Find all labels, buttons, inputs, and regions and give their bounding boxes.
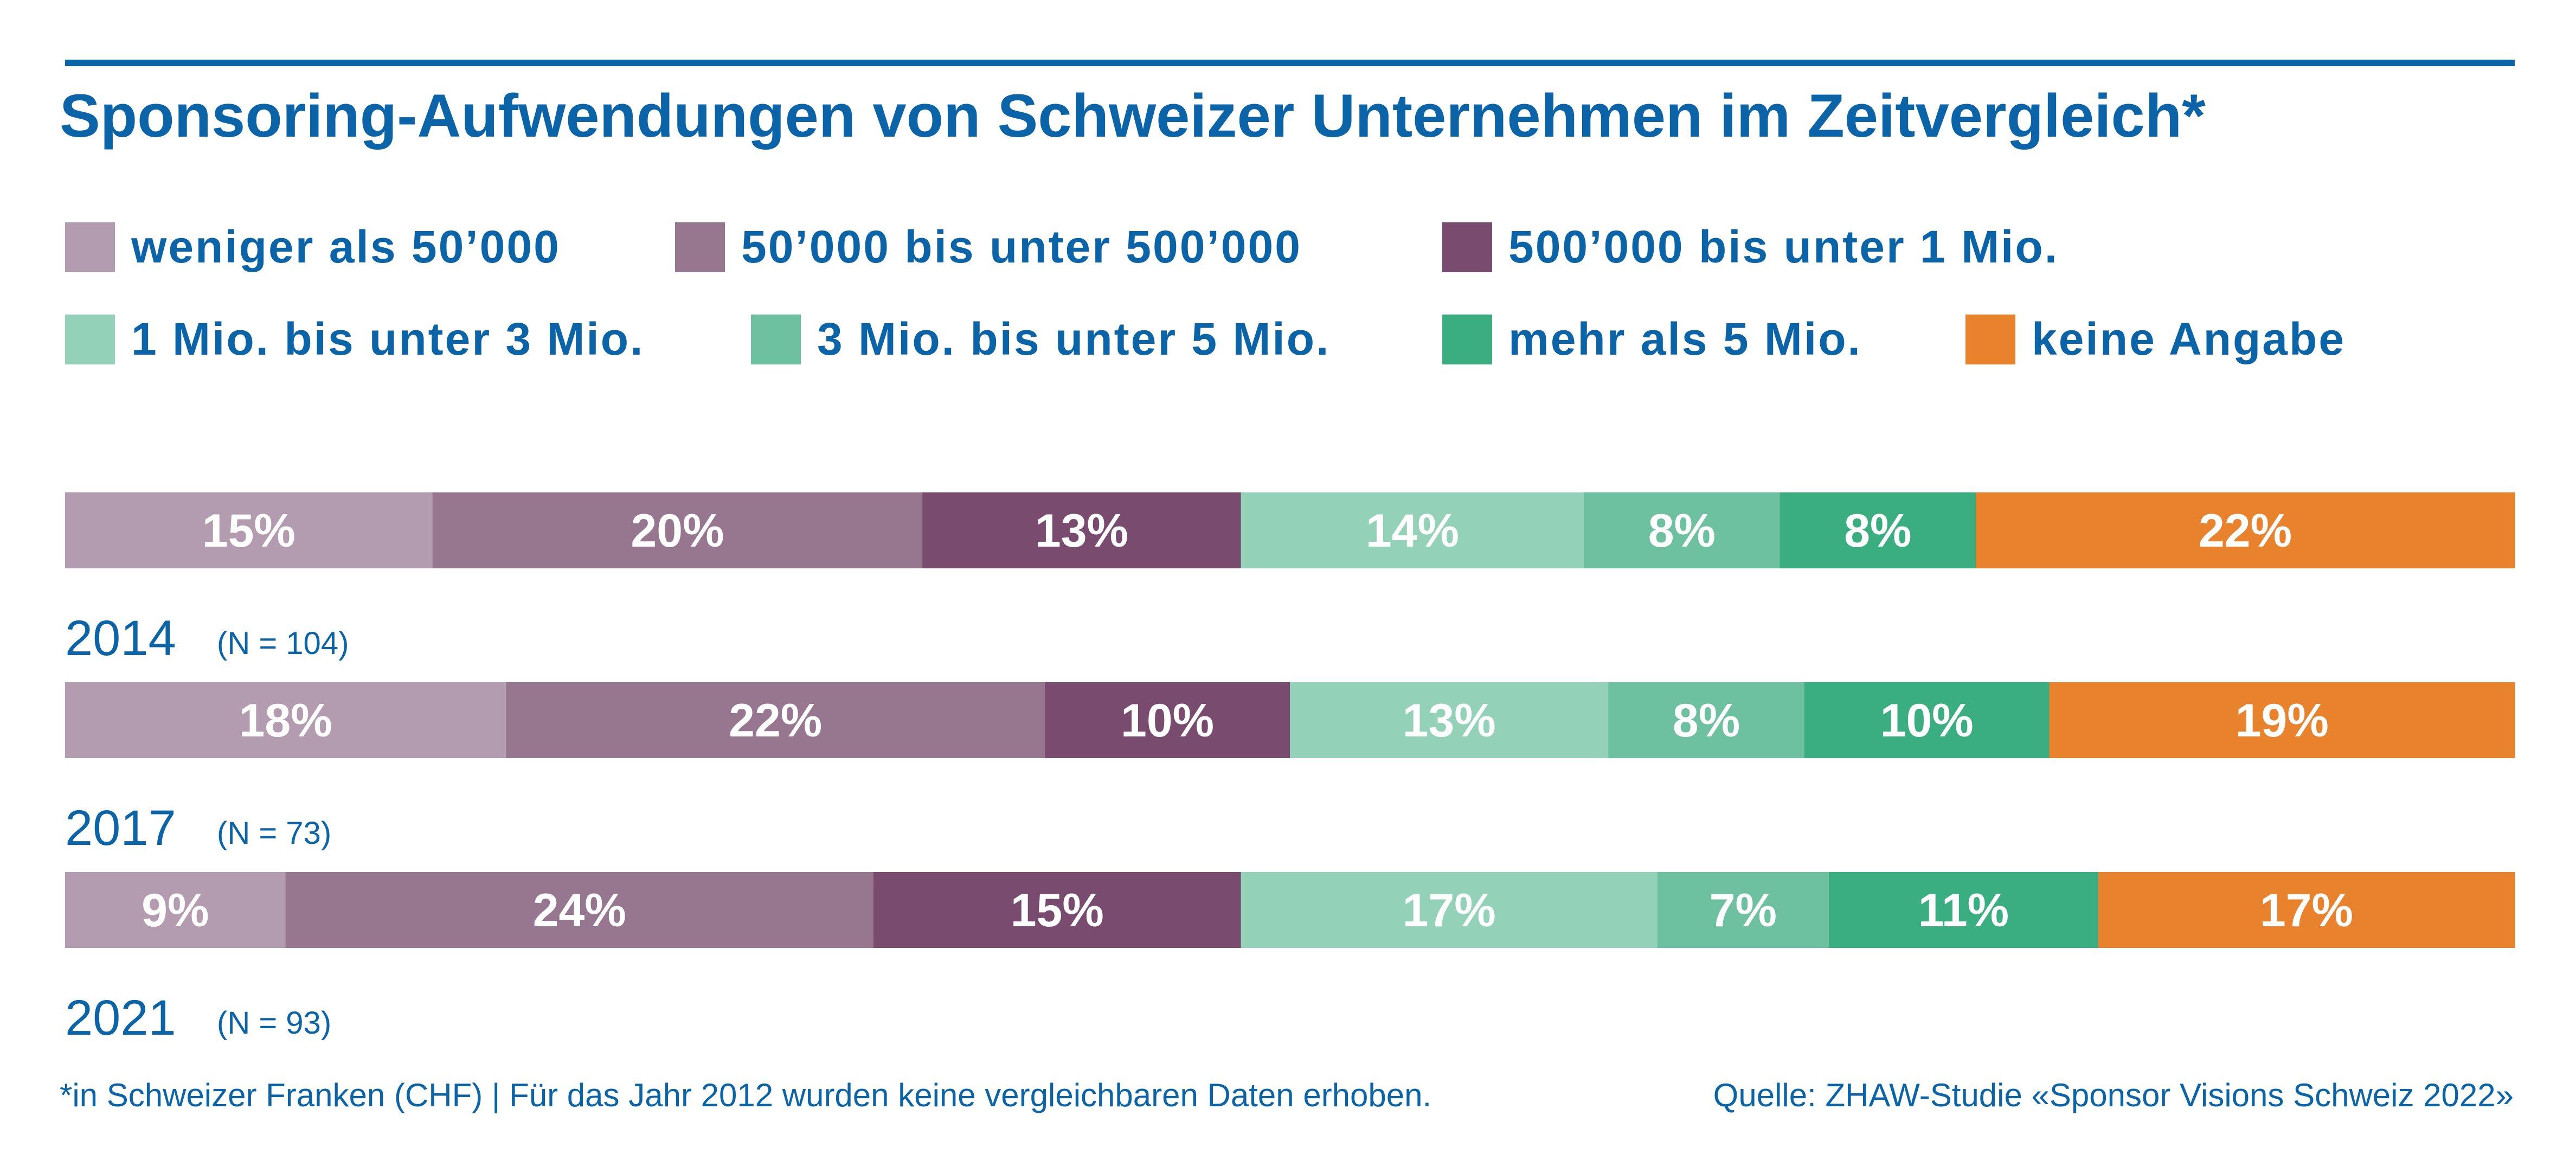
bar-segment-2021-keine-angabe [2098,872,2515,948]
legend-swatch [1442,315,1492,364]
data-label: 17% [1403,884,1496,937]
footnote: *in Schweizer Franken (CHF) | Für das Ja… [60,1077,1431,1113]
data-label: 15% [1011,884,1104,937]
data-label: 19% [2235,695,2329,747]
data-label: 13% [1403,695,1496,747]
legend: weniger als 50’000 50’000 bis unter 500’0… [65,221,2346,364]
bar-segment-2021-weniger-als-50-000 [65,872,286,948]
legend-label: 1 Mio. bis unter 3 Mio. [131,313,644,364]
data-label: 9% [142,884,209,937]
bar-segment-2017-mehr-als-5-mio [1804,682,2050,758]
data-label: 18% [239,695,332,747]
sample-size-label: (N = 104) [217,626,349,661]
bar-row-2017: 18% 22% 10% 13% 8% 10% 19% 2017 (N = 73) [65,682,2515,856]
bar-segment-2014-50-000-bis-unter-500-000 [432,492,923,568]
legend-label: 500’000 bis unter 1 Mio. [1508,221,2059,272]
legend-label: keine Angabe [2032,313,2346,364]
legend-item-mehr-als-5-mio: mehr als 5 Mio. [1442,313,1862,364]
data-label: 24% [533,884,626,937]
legend-label: 50’000 bis unter 500’000 [741,221,1302,272]
data-label: 8% [1648,505,1716,557]
legend-swatch [675,222,725,272]
bar-row-2014: 15% 20% 13% 14% 8% 8% 22% 2014 (N = 104) [65,492,2515,666]
legend-swatch [1965,315,2015,364]
bars: 15% 20% 13% 14% 8% 8% 22% 2014 (N = 104) 18% 22% 10… [65,492,2515,1046]
bar-segment-2021-mehr-als-5-mio [1828,872,2099,948]
legend-label: 3 Mio. bis unter 5 Mio. [817,313,1330,364]
legend-swatch [65,222,115,272]
legend-label: mehr als 5 Mio. [1508,313,1862,364]
legend-swatch [1442,222,1492,272]
bar-segment-2021-3-mio-bis-unter-5-mio [1657,872,1829,948]
bar-segment-2014-3-mio-bis-unter-5-mio [1584,492,1781,568]
data-label: 22% [729,695,822,747]
bar-segment-2014-500-000-bis-unter-1-mio [922,492,1242,568]
data-label: 8% [1673,695,1740,747]
bar-segment-2021-1-mio-bis-unter-3-mio [1241,872,1658,948]
bar-segment-2021-50-000-bis-unter-500-000 [285,872,874,948]
bar-segment-2017-500-000-bis-unter-1-mio [1045,682,1290,758]
category-label: 2014 [65,611,176,666]
data-label: 11% [1918,884,2009,937]
bar-segment-2017-1-mio-bis-unter-3-mio [1290,682,1609,758]
source-note: Quelle: ZHAW-Studie «Sponsor Visions Sch… [1713,1077,2514,1113]
category-label: 2021 [65,990,176,1046]
legend-item-500-000-bis-unter-1-mio: 500’000 bis unter 1 Mio. [1442,221,2059,272]
data-label: 14% [1366,505,1459,557]
category-label: 2017 [65,800,176,856]
sample-size-label: (N = 73) [217,816,331,851]
legend-item-50-000-bis-unter-500-000: 50’000 bis unter 500’000 [675,221,1302,272]
legend-label: weniger als 50’000 [131,221,561,272]
chart-title: Sponsoring-Aufwendungen von Schweizer Un… [60,82,2206,150]
sample-size-label: (N = 93) [217,1005,331,1041]
data-label: 10% [1880,695,1974,747]
legend-item-1-mio-bis-unter-3-mio: 1 Mio. bis unter 3 Mio. [65,313,644,364]
bar-segment-2014-1-mio-bis-unter-3-mio [1241,492,1584,568]
legend-item-weniger-als-50-000: weniger als 50’000 [65,221,561,272]
data-label: 15% [202,505,295,557]
data-label: 17% [2260,884,2353,937]
bar-segment-2021-500-000-bis-unter-1-mio [873,872,1242,948]
bar-segment-2017-3-mio-bis-unter-5-mio [1608,682,1805,758]
bar-segment-2017-50-000-bis-unter-500-000 [506,682,1045,758]
data-label: 22% [2199,505,2292,557]
data-label: 7% [1710,884,1777,937]
legend-swatch [751,315,801,364]
bar-segment-2014-mehr-als-5-mio [1780,492,1976,568]
data-label: 10% [1121,695,1214,747]
bar-segment-2014-weniger-als-50-000 [65,492,433,568]
bar-row-2021: 9% 24% 15% 17% 7% 11% 17% 2021 (N = 93) [65,872,2515,1046]
legend-swatch [65,315,115,364]
data-label: 20% [631,505,724,557]
legend-item-keine-angabe: keine Angabe [1965,313,2346,364]
data-label: 8% [1844,505,1911,557]
bar-segment-2017-keine-angabe [2049,682,2515,758]
top-rule [65,60,2515,66]
data-label: 13% [1035,505,1128,557]
legend-item-3-mio-bis-unter-5-mio: 3 Mio. bis unter 5 Mio. [751,313,1330,364]
bar-segment-2014-keine-angabe [1976,492,2515,568]
bar-segment-2017-weniger-als-50-000 [65,682,506,758]
